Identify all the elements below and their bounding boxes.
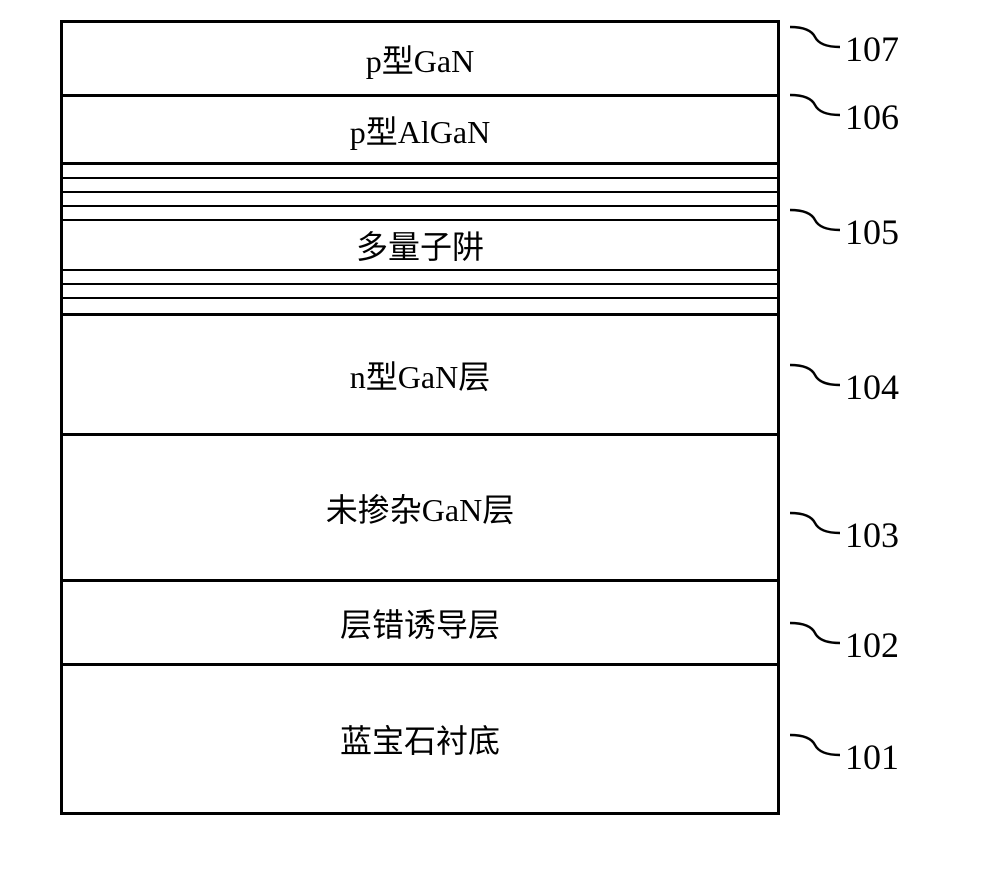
mqw-sub-top-3	[63, 193, 777, 207]
layer-106-text: p型AlGaN	[350, 107, 490, 153]
label-103: 103	[845, 514, 899, 556]
label-106: 106	[845, 96, 899, 138]
layer-stack-diagram: p型GaN p型AlGaN 多量子阱 n型GaN层 未掺杂GaN层 层错诱导层 …	[60, 20, 780, 815]
layer-105-mqw: 多量子阱	[63, 165, 777, 316]
label-105: 105	[845, 211, 899, 253]
mqw-sub-bottom-3	[63, 299, 777, 313]
mqw-sub-bottom-1	[63, 271, 777, 285]
layer-102: 层错诱导层	[63, 582, 777, 666]
mqw-sub-top-2	[63, 179, 777, 193]
layer-107: p型GaN	[63, 23, 777, 97]
mqw-middle-label: 多量子阱	[63, 221, 777, 271]
layer-101: 蓝宝石衬底	[63, 666, 777, 812]
layer-107-text: p型GaN	[366, 36, 474, 82]
layer-106: p型AlGaN	[63, 97, 777, 165]
label-107: 107	[845, 28, 899, 70]
label-102: 102	[845, 624, 899, 666]
layer-103: 未掺杂GaN层	[63, 436, 777, 582]
mqw-sub-top-1	[63, 165, 777, 179]
layer-101-text: 蓝宝石衬底	[340, 716, 500, 762]
mqw-sub-top-4	[63, 207, 777, 221]
label-101: 101	[845, 736, 899, 778]
layer-105-text: 多量子阱	[356, 222, 484, 268]
layer-104-text: n型GaN层	[350, 352, 490, 398]
label-104: 104	[845, 366, 899, 408]
mqw-sub-bottom-2	[63, 285, 777, 299]
layer-102-text: 层错诱导层	[340, 600, 500, 646]
layer-104: n型GaN层	[63, 316, 777, 436]
layer-103-text: 未掺杂GaN层	[326, 485, 514, 531]
